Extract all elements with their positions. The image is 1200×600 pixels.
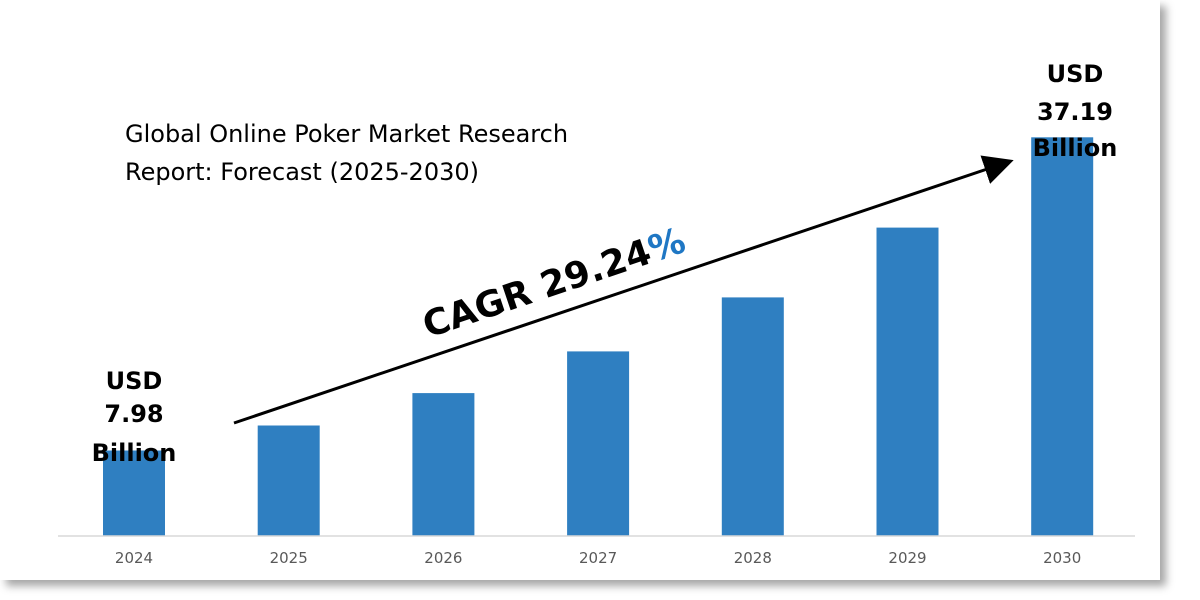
chart-title-line-2: Report: Forecast (2025-2030)	[125, 158, 479, 186]
end-value-callout: USD 37.19 Billion	[1033, 60, 1118, 162]
bar-2030	[1031, 137, 1094, 537]
start-callout-line-2: 7.98	[104, 400, 163, 428]
chart-title: Global Online Poker Market Research Repo…	[125, 120, 568, 186]
chart-frame: Global Online Poker Market Research Repo…	[58, 60, 1135, 567]
end-callout-line-1: USD	[1047, 60, 1104, 88]
x-tick-label-2027: 2027	[579, 549, 617, 567]
cagr-text: CAGR 29.24	[418, 232, 657, 347]
bar-chart: Global Online Poker Market Research Repo…	[58, 60, 1135, 567]
end-callout-line-3: Billion	[1033, 134, 1118, 162]
start-callout-line-3: Billion	[92, 439, 177, 467]
x-tick-label-2028: 2028	[734, 549, 772, 567]
x-tick-label-2030: 2030	[1043, 549, 1081, 567]
chart-title-line-1: Global Online Poker Market Research	[125, 120, 568, 148]
x-tick-label-2024: 2024	[115, 549, 153, 567]
start-value-callout: USD 7.98 Billion	[92, 367, 177, 467]
bars-layer	[103, 137, 1094, 537]
bar-2027	[567, 351, 630, 536]
bar-2025	[257, 425, 320, 536]
bar-2029	[876, 227, 939, 536]
bar-2024	[103, 450, 165, 536]
x-tick-label-2025: 2025	[270, 549, 308, 567]
end-callout-line-2: 37.19	[1037, 98, 1113, 126]
x-tick-labels: 2024 2025 2026 2027 2028 2029 2030	[115, 549, 1081, 567]
start-callout-line-1: USD	[106, 367, 163, 395]
bar-2028	[721, 297, 784, 536]
growth-arrow	[233, 155, 1014, 425]
bar-2026	[412, 393, 475, 536]
x-tick-label-2026: 2026	[424, 549, 462, 567]
x-tick-label-2029: 2029	[888, 549, 926, 567]
